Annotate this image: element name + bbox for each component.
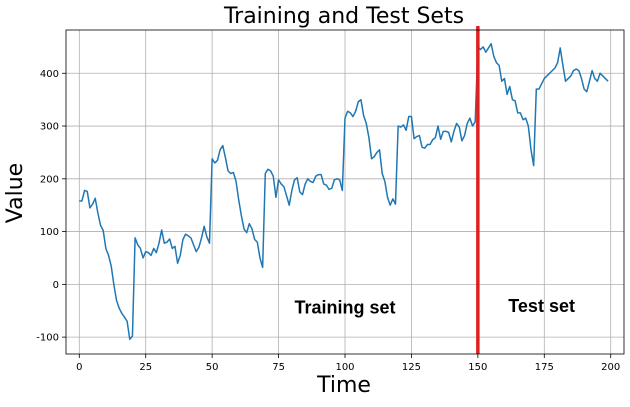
y-tick-label: -100 <box>36 333 59 344</box>
y-tick-label: 200 <box>40 174 59 185</box>
x-axis-ticks: 0 25 50 75 100 125 150 175 200 <box>76 354 620 373</box>
x-tick-label: 0 <box>76 362 82 373</box>
y-tick-label: 300 <box>40 122 59 133</box>
annotation-label: Training set <box>294 297 395 317</box>
x-tick-label: 150 <box>468 362 487 373</box>
series-line <box>79 42 609 340</box>
y-tick-label: 100 <box>40 227 59 238</box>
x-tick-label: 100 <box>335 362 354 373</box>
x-axis-label: Time <box>316 373 371 398</box>
annotation-label: Test set <box>508 296 575 316</box>
x-tick-label: 25 <box>139 362 152 373</box>
x-tick-label: 175 <box>535 362 554 373</box>
y-axis-ticks: -100 0 100 200 300 400 <box>36 69 66 344</box>
x-tick-label: 125 <box>402 362 421 373</box>
chart-title: Training and Test Sets <box>223 4 464 29</box>
annotations: Training set Test set <box>294 296 574 318</box>
y-tick-label: 400 <box>40 69 59 80</box>
y-axis-label: Value <box>3 163 28 223</box>
x-tick-label: 200 <box>601 362 620 373</box>
y-tick-label: 0 <box>53 280 59 291</box>
x-tick-label: 75 <box>272 362 285 373</box>
series-layer <box>79 42 609 340</box>
x-tick-label: 50 <box>206 362 219 373</box>
